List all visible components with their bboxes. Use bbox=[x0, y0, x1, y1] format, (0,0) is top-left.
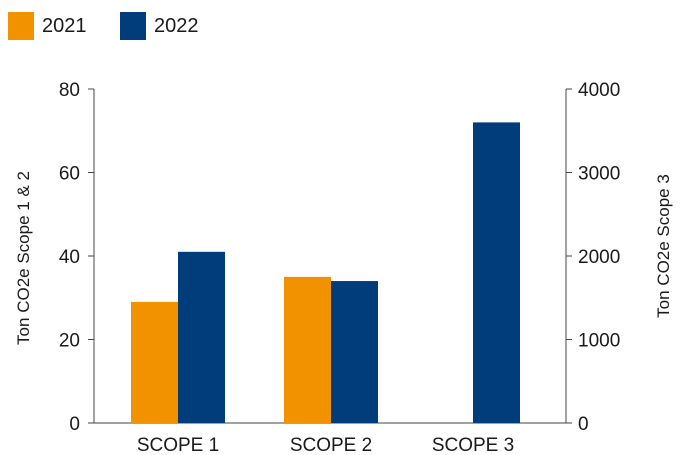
legend-swatch-2021 bbox=[8, 12, 34, 40]
bar-2021-scope-2 bbox=[284, 276, 331, 423]
right-tick-label: 0 bbox=[578, 414, 589, 435]
left-tick-label: 60 bbox=[59, 164, 80, 185]
x-tick-label: SCOPE 1 bbox=[137, 435, 219, 455]
legend-label-2022: 2022 bbox=[154, 14, 199, 37]
right-tick-label: 3000 bbox=[578, 164, 620, 185]
bar-2022-scope-2 bbox=[331, 281, 378, 423]
left-tick-label: 20 bbox=[59, 331, 80, 352]
axis-labels: 0 20 40 60 80 0 1000 2000 3000 4000 Ton CO2e Scope… bbox=[14, 80, 673, 455]
bars bbox=[131, 122, 520, 424]
legend-item-2021: 2021 bbox=[8, 12, 102, 40]
bar-2022-scope-3 bbox=[473, 122, 520, 424]
bar-2022-scope-1 bbox=[178, 251, 225, 423]
left-axis-title: Ton CO2e Scope 1 & 2 bbox=[14, 171, 33, 345]
x-tick-label: SCOPE 2 bbox=[290, 435, 372, 455]
right-tick-label: 2000 bbox=[578, 247, 620, 268]
legend-item-2022: 2022 bbox=[120, 12, 214, 40]
legend-label-2021: 2021 bbox=[42, 14, 87, 37]
right-tick-label: 4000 bbox=[578, 80, 620, 101]
legend-swatch-2022 bbox=[120, 12, 146, 40]
left-tick-label: 40 bbox=[59, 247, 80, 268]
bar-2021-scope-1 bbox=[131, 301, 178, 423]
x-tick-label: SCOPE 3 bbox=[432, 435, 514, 455]
right-tick-label: 1000 bbox=[578, 331, 620, 352]
right-axis-title: Ton CO2e Scope 3 bbox=[654, 174, 673, 318]
chart-legend: 2021 2022 bbox=[8, 12, 232, 40]
left-tick-label: 80 bbox=[59, 80, 80, 101]
left-tick-label: 0 bbox=[69, 414, 80, 435]
